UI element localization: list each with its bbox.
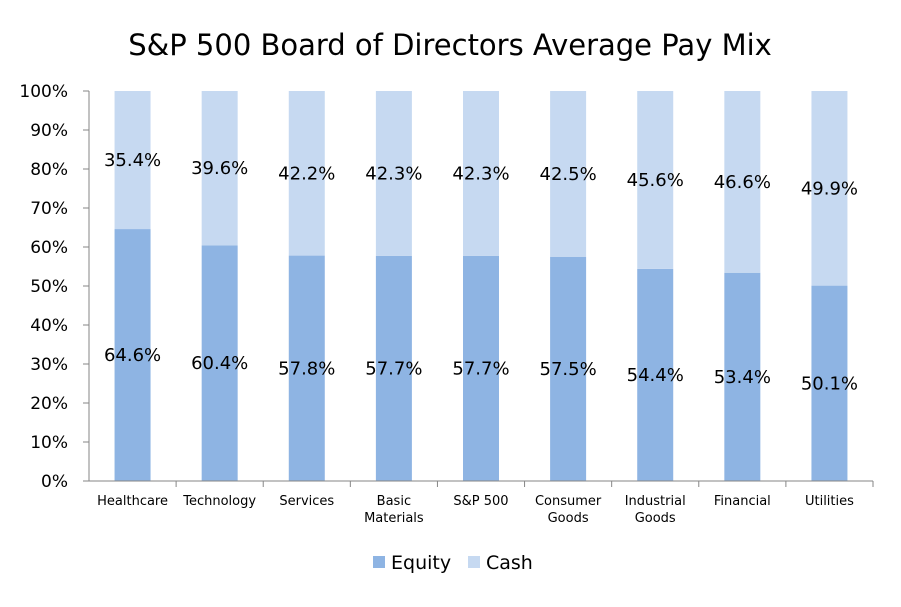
bar-equity xyxy=(375,255,412,481)
x-tick-label: Industrial Goods xyxy=(625,494,686,526)
data-label-equity: 57.7% xyxy=(452,358,509,379)
legend-swatch-cash xyxy=(468,556,480,568)
legend: Equity Cash xyxy=(373,552,533,574)
data-label-equity: 57.8% xyxy=(278,358,335,379)
y-tick-label: 50% xyxy=(30,277,68,297)
y-tick-label: 30% xyxy=(30,355,68,375)
bar-cash xyxy=(637,91,674,269)
data-label-equity: 60.4% xyxy=(191,353,248,374)
bar-cash xyxy=(811,91,848,286)
data-label-cash: 42.3% xyxy=(365,163,422,184)
bar-cash xyxy=(724,91,761,273)
chart-title: S&P 500 Board of Directors Average Pay M… xyxy=(128,28,772,62)
data-label-equity: 57.7% xyxy=(365,358,422,379)
y-tick-label: 40% xyxy=(30,316,68,336)
bar-cash xyxy=(288,91,325,256)
bar-equity xyxy=(550,256,587,481)
data-label-cash: 42.2% xyxy=(278,163,335,184)
data-label-cash: 46.6% xyxy=(714,172,771,193)
data-label-equity: 54.4% xyxy=(627,365,684,386)
bar-cash xyxy=(375,91,412,256)
x-tick-label: Financial xyxy=(714,494,771,509)
plot-area: 0% 10% 20% 30% 40% 50% 60% 70% 80% 90% 100% 64.6% 35… xyxy=(19,82,874,526)
bar-equity xyxy=(201,245,238,481)
data-label-equity: 50.1% xyxy=(801,373,858,394)
y-tick-label: 70% xyxy=(30,199,68,219)
x-tick-label: Technology xyxy=(182,494,256,509)
y-tick-label: 0% xyxy=(41,472,68,492)
x-tick-label: Healthcare xyxy=(97,494,168,509)
y-tick-label: 20% xyxy=(30,394,68,414)
bar-equity xyxy=(811,285,848,481)
y-tick-label: 90% xyxy=(30,121,68,141)
x-tick-label: Services xyxy=(279,494,334,509)
bar-cash xyxy=(550,91,587,257)
bar-cash xyxy=(114,91,151,230)
data-label-cash: 49.9% xyxy=(801,178,858,199)
y-tick-label: 80% xyxy=(30,160,68,180)
y-tick-label: 60% xyxy=(30,238,68,258)
data-label-equity: 64.6% xyxy=(104,345,161,366)
bar-equity xyxy=(463,255,499,481)
y-tick-label: 100% xyxy=(19,82,68,102)
data-label-cash: 35.4% xyxy=(104,150,161,171)
bar-equity xyxy=(114,229,151,481)
data-label-equity: 53.4% xyxy=(714,367,771,388)
data-label-equity: 57.5% xyxy=(540,359,597,380)
bar-equity xyxy=(637,268,674,481)
bar-cash xyxy=(201,91,238,246)
legend-label-cash: Cash xyxy=(486,552,533,574)
y-tick-label: 10% xyxy=(30,433,68,453)
data-label-cash: 42.3% xyxy=(452,163,509,184)
x-tick-label: Basic Materials xyxy=(364,494,424,526)
data-label-cash: 39.6% xyxy=(191,158,248,179)
bar-cash xyxy=(463,91,499,256)
data-label-cash: 45.6% xyxy=(627,170,684,191)
legend-label-equity: Equity xyxy=(391,552,451,574)
x-tick-label: S&P 500 xyxy=(453,494,508,509)
legend-swatch-equity xyxy=(373,556,385,568)
bar-equity xyxy=(724,272,761,481)
data-label-cash: 42.5% xyxy=(540,164,597,185)
x-tick-label: Consumer Goods xyxy=(535,494,602,526)
bar-equity xyxy=(288,255,325,481)
x-tick-label: Utilities xyxy=(805,494,854,509)
